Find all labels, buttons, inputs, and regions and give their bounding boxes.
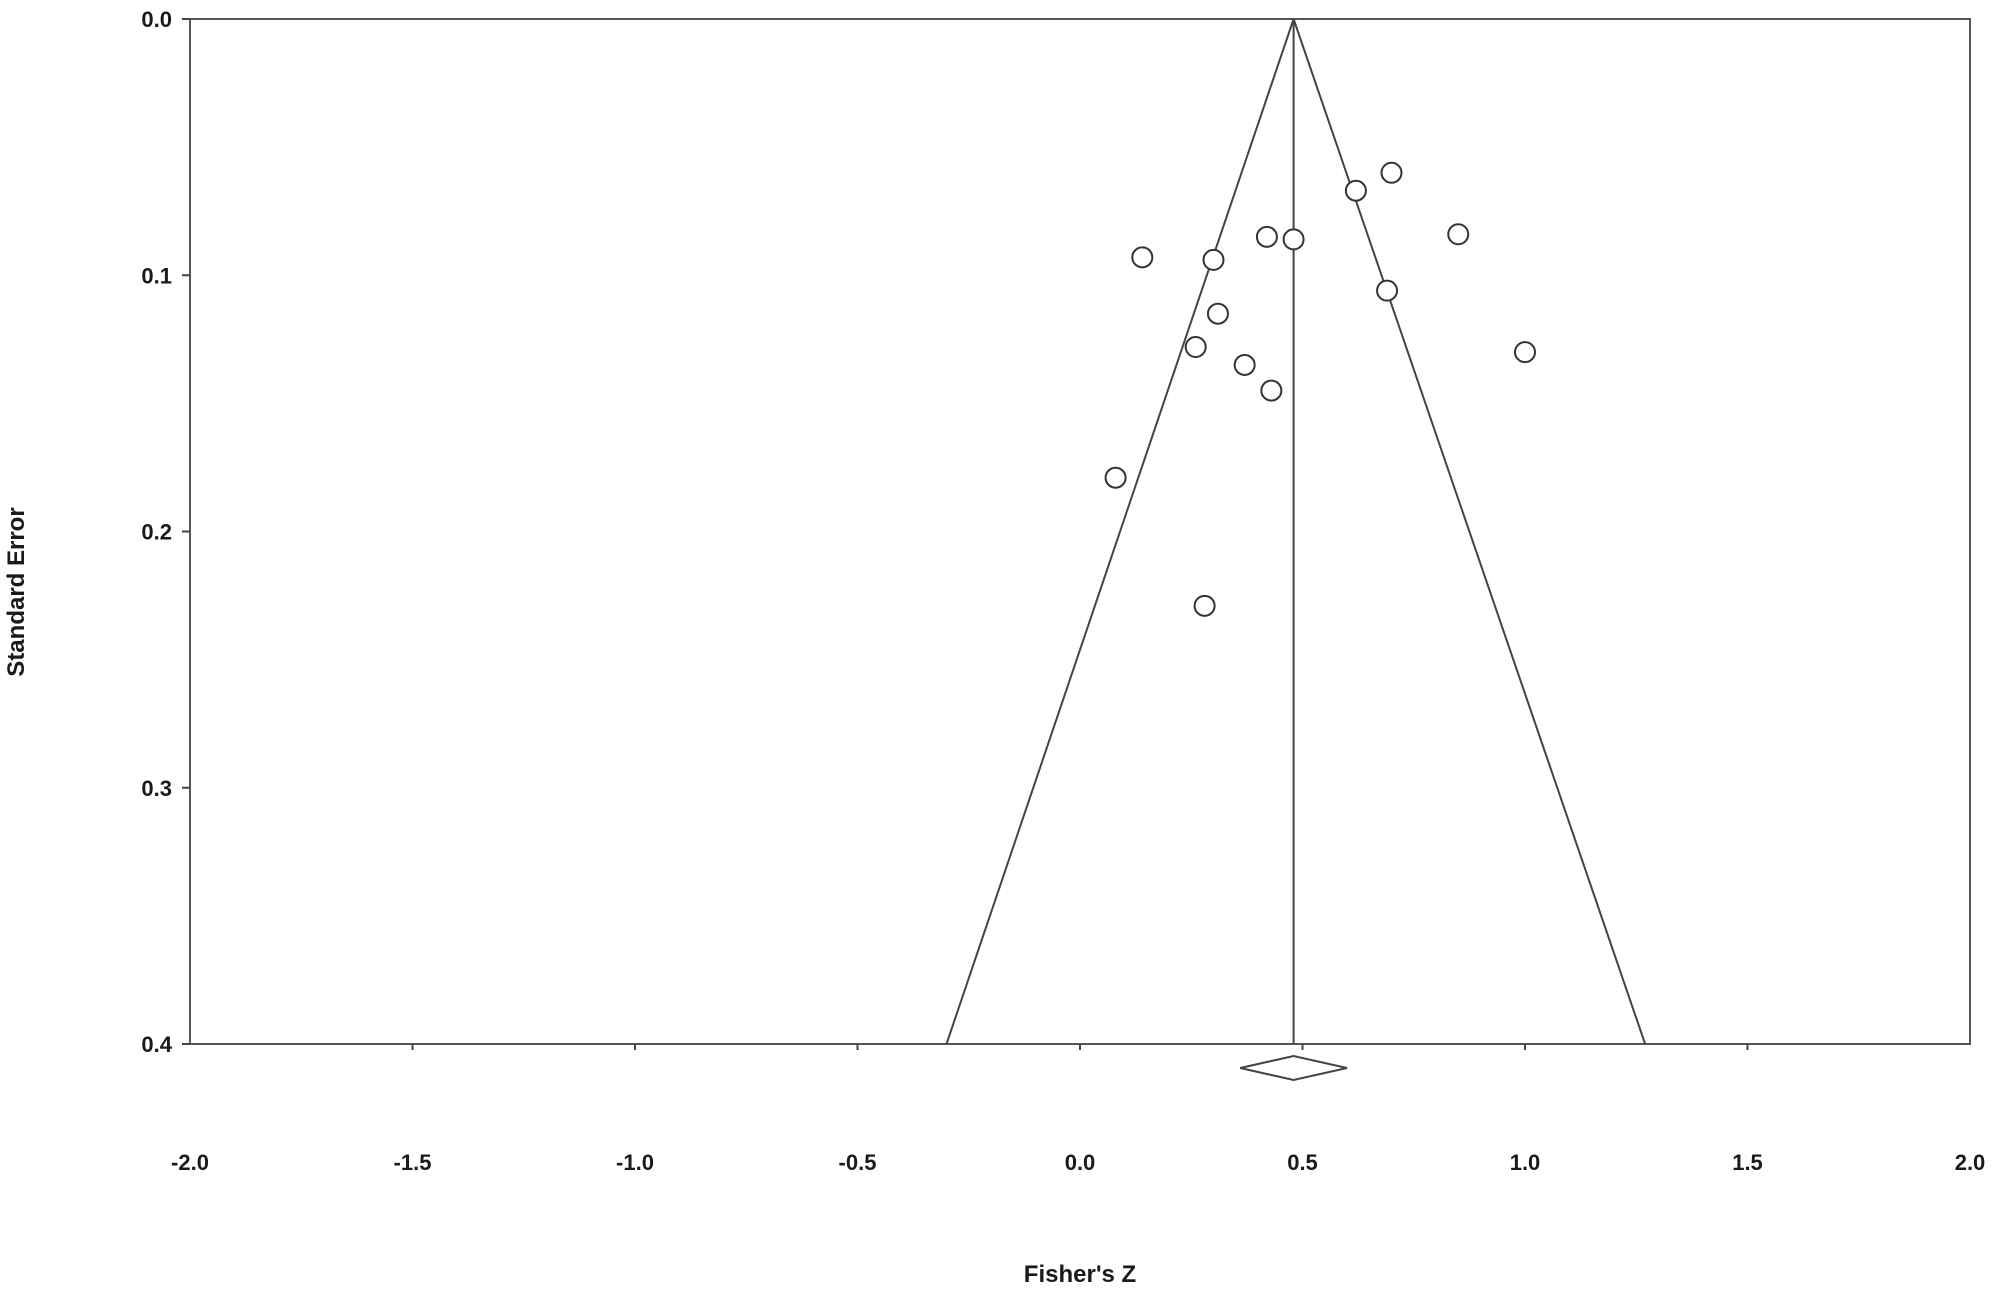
study-point [1206, 302, 1229, 325]
study-point [1344, 179, 1367, 202]
study-point [1202, 248, 1225, 271]
study-point [1104, 466, 1127, 489]
x-tick-label: 1.0 [1510, 1150, 1541, 1175]
x-tick-label: 1.5 [1732, 1150, 1763, 1175]
study-point [1260, 379, 1283, 402]
y-tick-label: 0.4 [141, 1032, 172, 1057]
study-point [1193, 594, 1216, 617]
x-axis-title: Fisher's Z [1024, 1261, 1136, 1288]
x-tick-label: 0.0 [1065, 1150, 1096, 1175]
y-tick-label: 0.1 [141, 263, 172, 288]
study-point [1131, 246, 1154, 269]
study-point [1380, 161, 1403, 184]
y-axis-ticks: 0.0 0.1 0.2 0.3 0.4 [141, 7, 190, 1057]
study-point [1184, 336, 1207, 358]
x-tick-label: -2.0 [171, 1150, 209, 1175]
funnel-right-limit [1292, 18, 1647, 1045]
x-tick-label: 0.5 [1287, 1150, 1318, 1175]
study-point [1514, 341, 1536, 364]
study-point [1282, 228, 1305, 251]
x-tick-label: -1.0 [616, 1150, 654, 1175]
pooled-effect-diamond [1239, 1054, 1348, 1082]
y-tick-label: 0.0 [141, 7, 172, 32]
study-point [1376, 279, 1399, 302]
x-tick-label: -0.5 [839, 1150, 877, 1175]
funnel-left-limit [945, 18, 1295, 1045]
study-points [1104, 161, 1536, 617]
y-tick-label: 0.2 [141, 520, 172, 545]
funnel-layer [945, 18, 1647, 1082]
x-tick-label: 2.0 [1955, 1150, 1986, 1175]
x-tick-label: -1.5 [394, 1150, 432, 1175]
x-axis-ticks: -2.0 -1.5 -1.0 -0.5 0.0 0.5 1.0 1.5 2.0 [171, 1044, 1985, 1175]
study-point [1447, 223, 1470, 246]
y-tick-label: 0.3 [141, 776, 172, 801]
plot-frame [189, 18, 1971, 1045]
study-point [1233, 353, 1256, 376]
y-axis-title: Standard Error [3, 507, 30, 676]
study-point [1255, 225, 1278, 248]
